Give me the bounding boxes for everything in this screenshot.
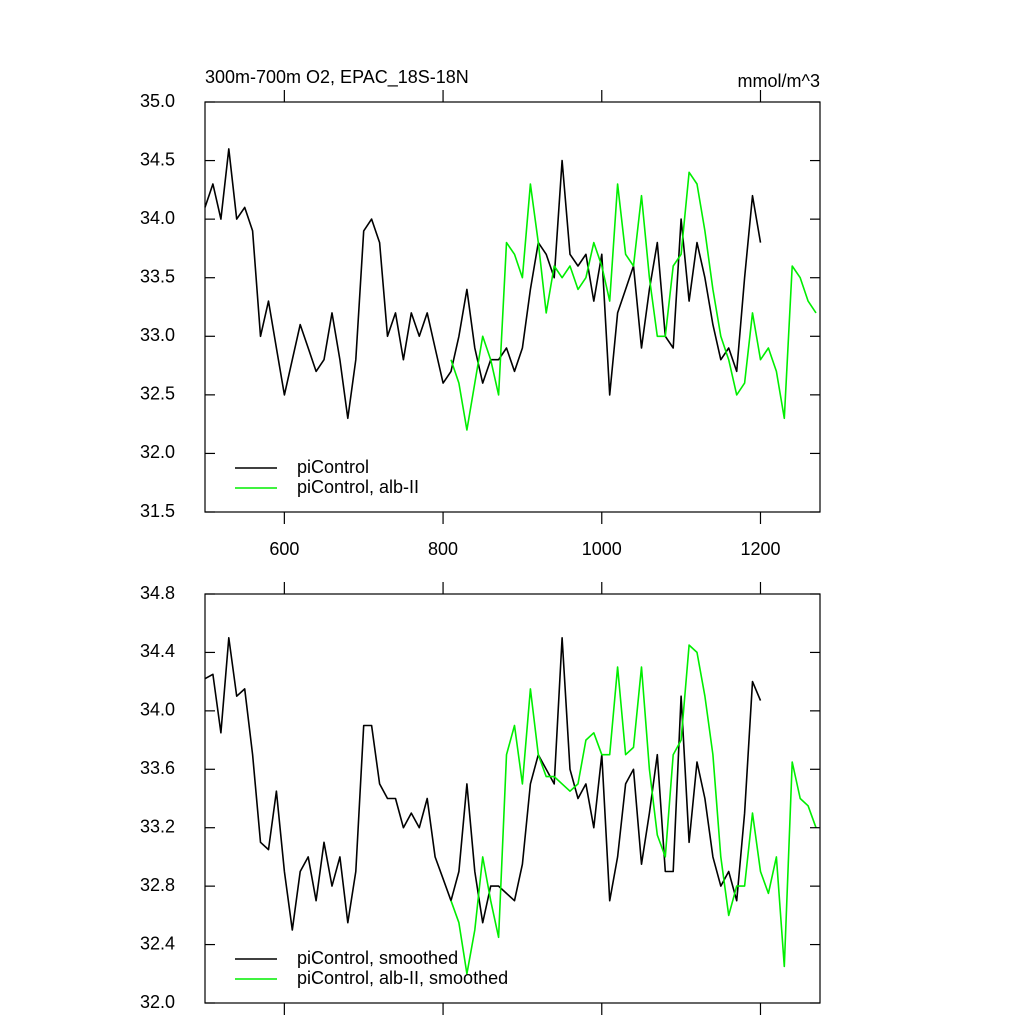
y-tick-label: 34.5: [140, 149, 175, 169]
data-line: [204, 637, 762, 931]
y-tick-label: 32.8: [140, 875, 175, 895]
chart-title: 300m-700m O2, EPAC_18S-18N: [205, 67, 469, 88]
x-tick-label: 600: [269, 539, 299, 559]
y-tick-label: 33.5: [140, 266, 175, 286]
x-tick-label: 800: [428, 539, 458, 559]
legend-label: piControl, alb-II: [297, 477, 419, 497]
data-line: [204, 148, 762, 420]
y-tick-label: 32.4: [140, 933, 175, 953]
legend-label: piControl, smoothed: [297, 948, 458, 968]
y-tick-label: 33.0: [140, 325, 175, 345]
y-tick-label: 34.8: [140, 583, 175, 603]
plot-frame: [204, 101, 821, 513]
data-line: [450, 644, 817, 975]
data-line: [450, 171, 817, 431]
y-tick-label: 32.0: [140, 992, 175, 1012]
y-tick-label: 34.4: [140, 641, 175, 661]
y-tick-label: 34.0: [140, 208, 175, 228]
y-tick-label: 35.0: [140, 91, 175, 111]
y-tick-label: 33.2: [140, 816, 175, 836]
legend-label: piControl, alb-II, smoothed: [297, 968, 508, 988]
y-tick-label: 32.5: [140, 384, 175, 404]
legend-label: piControl: [297, 457, 369, 477]
y-tick-label: 32.0: [140, 442, 175, 462]
units-label: mmol/m^3: [738, 71, 820, 91]
x-tick-label: 1200: [740, 539, 780, 559]
plot-frame: [204, 593, 821, 1004]
y-tick-label: 31.5: [140, 501, 175, 521]
y-tick-label: 33.6: [140, 758, 175, 778]
x-tick-label: 1000: [582, 539, 622, 559]
y-tick-label: 34.0: [140, 700, 175, 720]
